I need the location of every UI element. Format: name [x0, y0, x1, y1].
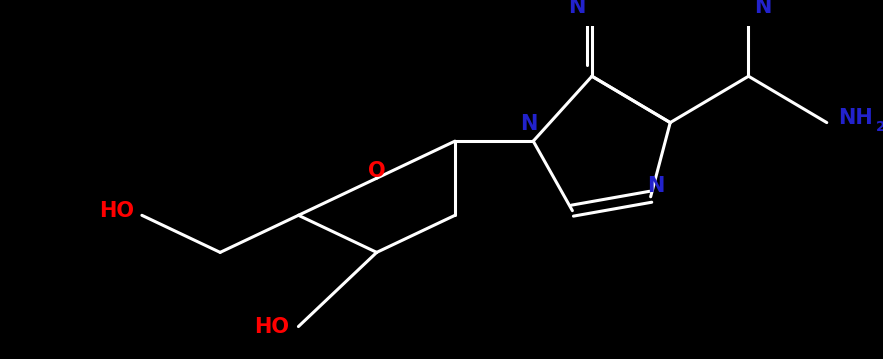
Text: N: N [569, 0, 586, 17]
Text: NH: NH [839, 108, 873, 128]
Text: N: N [754, 0, 772, 17]
Text: HO: HO [99, 201, 134, 221]
Text: 2: 2 [876, 120, 883, 134]
Text: O: O [368, 161, 386, 181]
Text: HO: HO [253, 317, 289, 336]
Text: N: N [647, 176, 664, 196]
Text: N: N [520, 115, 537, 134]
